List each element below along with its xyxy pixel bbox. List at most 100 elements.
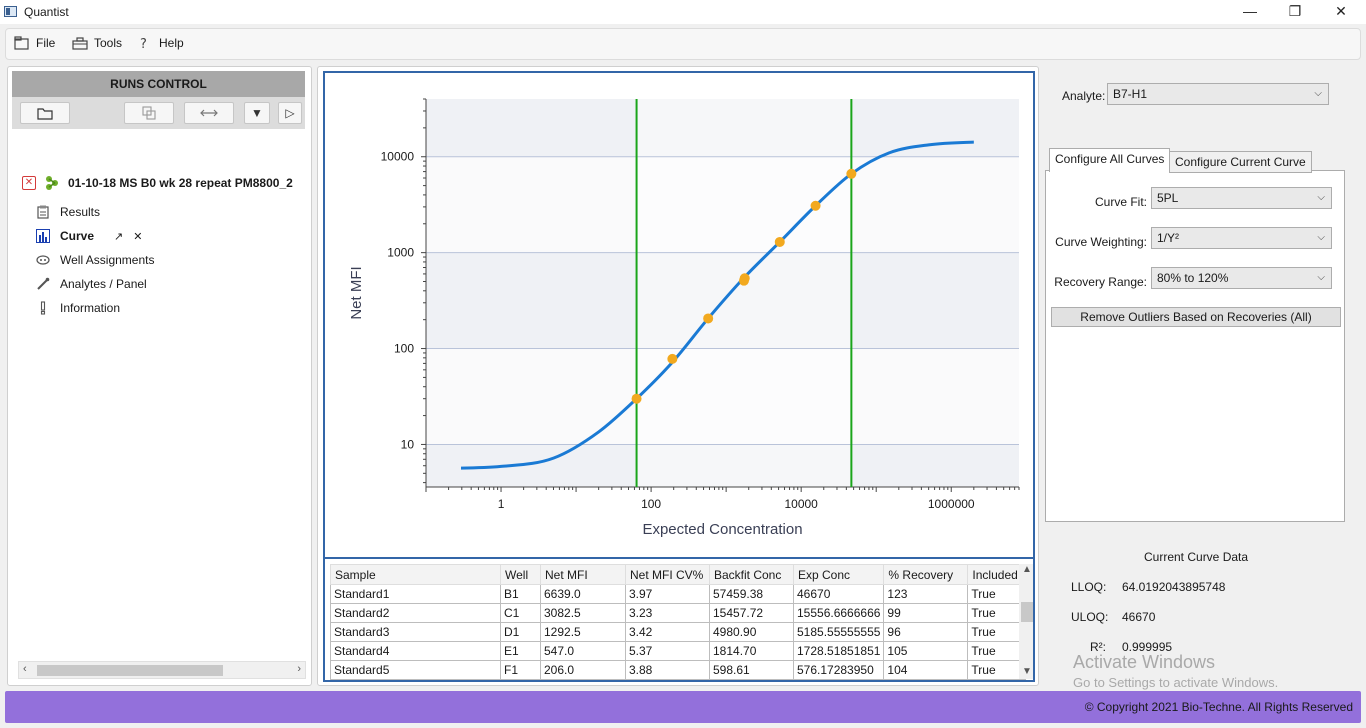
menu-bar: File Tools ? Help bbox=[5, 28, 1361, 60]
table-row[interactable]: Standard2 C1 3082.5 3.23 15457.72 15556.66666… bbox=[330, 603, 1027, 623]
curve-weighting-select[interactable]: 1/Y² ⌵ bbox=[1151, 227, 1332, 249]
col-recovery[interactable]: % Recovery bbox=[883, 564, 969, 585]
table-cell: Standard3 bbox=[330, 622, 501, 642]
tree-item-well-assignments[interactable]: Well Assignments bbox=[36, 253, 154, 267]
table-cell: 3.42 bbox=[625, 622, 710, 642]
col-backfit-conc[interactable]: Backfit Conc bbox=[709, 564, 794, 585]
data-point bbox=[810, 200, 821, 211]
horizontal-scrollbar[interactable]: ‹ › bbox=[18, 661, 306, 679]
table-cell: 1814.70 bbox=[709, 641, 794, 661]
tab-configure-all-curves[interactable]: Configure All Curves bbox=[1049, 148, 1171, 172]
scroll-right-icon[interactable]: › bbox=[297, 663, 301, 675]
scroll-down-icon[interactable]: ▼ bbox=[1022, 666, 1032, 677]
scrollbar-thumb[interactable] bbox=[37, 665, 223, 676]
curve-weighting-label: Curve Weighting: bbox=[1055, 235, 1147, 249]
table-row[interactable]: Standard1 B1 6639.0 3.97 57459.38 46670 123 Tru… bbox=[330, 584, 1027, 604]
help-icon: ? bbox=[140, 37, 147, 50]
table-cell: 104 bbox=[883, 660, 969, 680]
analyte-select[interactable]: B7-H1 ⌵ bbox=[1107, 83, 1329, 105]
table-row[interactable]: Standard4 E1 547.0 5.37 1814.70 1728.51851851… bbox=[330, 641, 1027, 661]
table-cell: F1 bbox=[500, 660, 541, 680]
scroll-left-icon[interactable]: ‹ bbox=[23, 663, 27, 675]
col-net-mfi[interactable]: Net MFI bbox=[540, 564, 626, 585]
table-row[interactable]: Standard3 D1 1292.5 3.42 4980.90 5185.5555555… bbox=[330, 622, 1027, 642]
tree-item-results[interactable]: Results bbox=[36, 205, 100, 219]
x-tick-label: 10000 bbox=[784, 497, 818, 511]
remove-outliers-button[interactable]: Remove Outliers Based on Recoveries (All… bbox=[1051, 307, 1341, 327]
table-cell: 1728.51851851 bbox=[792, 641, 885, 661]
current-curve-data-title: Current Curve Data bbox=[1144, 550, 1249, 564]
y-tick-label: 100 bbox=[394, 342, 414, 356]
copy-icon bbox=[142, 106, 156, 120]
standard-curve-chart: 1 100 10000 1000000 10 100 1000 10000 Expected C… bbox=[323, 71, 1035, 559]
col-sample[interactable]: Sample bbox=[330, 564, 501, 585]
curve-panel: 1 100 10000 1000000 10 100 1000 10000 Expected C… bbox=[317, 66, 1039, 686]
tab-configure-current-curve[interactable]: Configure Current Curve bbox=[1169, 151, 1312, 173]
svg-text:?: ? bbox=[140, 37, 147, 50]
x-tick-label: 1000000 bbox=[928, 497, 975, 511]
table-row[interactable]: Standard5 F1 206.0 3.88 598.61 576.17283950 10… bbox=[330, 660, 1027, 680]
popout-icon[interactable]: ↗ bbox=[114, 230, 124, 243]
table-cell: 5185.55555555 bbox=[792, 622, 885, 642]
menu-help[interactable]: ? Help bbox=[137, 36, 184, 50]
recovery-range-select[interactable]: 80% to 120% ⌵ bbox=[1151, 267, 1332, 289]
curve-weighting-value: 1/Y² bbox=[1157, 231, 1180, 245]
lloq-value: 64.0192043895748 bbox=[1122, 580, 1226, 594]
col-well[interactable]: Well bbox=[500, 564, 541, 585]
menu-tools-label: Tools bbox=[94, 36, 123, 50]
close-tab-icon[interactable]: ✕ bbox=[133, 230, 143, 243]
col-exp-conc[interactable]: Exp Conc bbox=[792, 564, 885, 585]
table-scrollbar-thumb[interactable] bbox=[1021, 602, 1033, 622]
molecule-icon bbox=[46, 176, 58, 190]
standards-table: Sample Well Net MFI Net MFI CV% Backfit … bbox=[330, 564, 1027, 680]
close-window-button[interactable]: ✕ bbox=[1335, 3, 1347, 19]
chevron-down-icon: ⌵ bbox=[1317, 192, 1325, 203]
x-tick-label: 1 bbox=[498, 497, 505, 511]
menu-help-label: Help bbox=[159, 36, 184, 50]
watermark-line1: Activate Windows bbox=[1073, 652, 1216, 672]
copy-run-button[interactable] bbox=[124, 102, 174, 124]
tree-item-curve[interactable]: Curve ↗ ✕ bbox=[36, 229, 142, 243]
plate-icon bbox=[36, 255, 50, 265]
col-net-mfi-cv[interactable]: Net MFI CV% bbox=[625, 564, 710, 585]
app-icon bbox=[4, 6, 17, 17]
table-cell: D1 bbox=[500, 622, 541, 642]
table-header-row: Sample Well Net MFI Net MFI CV% Backfit … bbox=[330, 564, 1027, 585]
minimize-button[interactable]: — bbox=[1243, 3, 1257, 19]
table-cell: 105 bbox=[883, 641, 969, 661]
tree-item-information[interactable]: Information bbox=[36, 301, 120, 315]
curve-fit-select[interactable]: 5PL ⌵ bbox=[1151, 187, 1332, 209]
data-point bbox=[774, 236, 785, 247]
menu-tools[interactable]: Tools bbox=[72, 36, 122, 50]
folder-icon bbox=[37, 107, 53, 120]
play-button[interactable]: ▷ bbox=[278, 102, 302, 124]
table-cell: 3.88 bbox=[625, 660, 710, 680]
run-entry[interactable]: ✕ 01-10-18 MS B0 wk 28 repeat PM8800_2 bbox=[22, 175, 293, 191]
table-cell: 598.61 bbox=[709, 660, 794, 680]
scroll-up-icon[interactable]: ▲ bbox=[1022, 564, 1032, 575]
table-cell: Standard1 bbox=[330, 584, 501, 604]
table-cell: Standard5 bbox=[330, 660, 501, 680]
dropdown-button[interactable]: ▼ bbox=[244, 102, 270, 124]
info-icon bbox=[40, 301, 46, 315]
col-included[interactable]: Included bbox=[967, 564, 1027, 585]
table-cell: 3.97 bbox=[625, 584, 710, 604]
swap-button[interactable] bbox=[184, 102, 234, 124]
bar-chart-icon bbox=[36, 229, 50, 243]
data-point bbox=[631, 393, 642, 404]
runs-control-toolbar: ▼ ▷ bbox=[12, 97, 305, 129]
y-tick-label: 1000 bbox=[387, 246, 414, 260]
tree-item-analytes-panel[interactable]: Analytes / Panel bbox=[36, 277, 147, 291]
table-cell: True bbox=[967, 603, 1027, 623]
close-run-icon[interactable]: ✕ bbox=[22, 176, 36, 190]
restore-button[interactable]: ❐ bbox=[1288, 3, 1302, 19]
table-cell: True bbox=[967, 622, 1027, 642]
table-cell: 6639.0 bbox=[540, 584, 626, 604]
menu-file[interactable]: File bbox=[14, 36, 55, 50]
open-folder-button[interactable] bbox=[20, 102, 70, 124]
data-point bbox=[703, 313, 714, 324]
window-title: Quantist bbox=[24, 5, 69, 19]
table-cell: 99 bbox=[883, 603, 969, 623]
table-cell: 57459.38 bbox=[709, 584, 794, 604]
table-vertical-scrollbar[interactable]: ▲ ▼ bbox=[1019, 564, 1033, 679]
